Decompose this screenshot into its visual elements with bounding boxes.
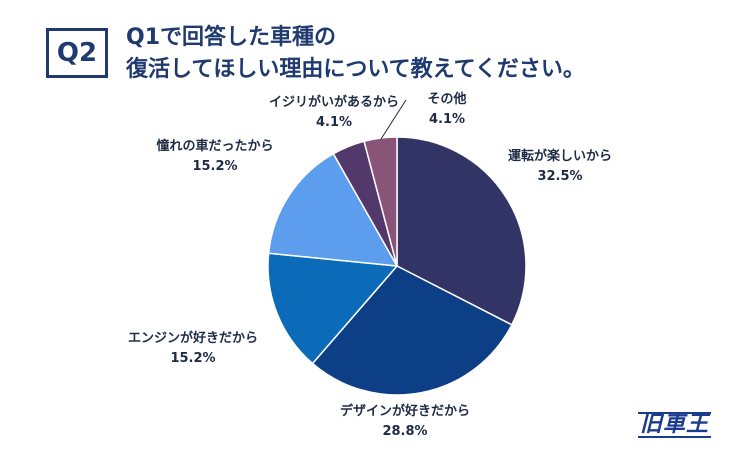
title-line-1: Q1で回答した車種の — [126, 25, 337, 50]
brand-logo: 旧車王 — [638, 412, 712, 438]
slice-label-other: その他 4.1% — [427, 92, 467, 127]
slice-label-driving: 運転が楽しいから 32.5% — [507, 149, 612, 184]
chart-title: Q1で回答した車種の 復活してほしい理由について教えてください。 — [126, 22, 585, 86]
slice-label-design: デザインが好きだから 28.8% — [339, 404, 470, 439]
slice-label-tinkering: イジリがいがあるから 4.1% — [268, 95, 399, 130]
pie-slice-design — [311, 265, 513, 396]
slice-label-engine: エンジンが好きだから 15.2% — [127, 331, 258, 366]
pie-slice-other — [363, 136, 398, 267]
pie-slice-engine — [267, 252, 399, 365]
pie-slice-dream-car — [267, 152, 399, 267]
leader-line-other — [380, 99, 407, 140]
title-line-2: 復活してほしい理由について教えてください。 — [126, 57, 585, 82]
slice-label-dream-car: 憧れの車だったから 15.2% — [156, 139, 274, 174]
pie-slice-driving — [396, 136, 527, 326]
question-badge: Q2 — [46, 28, 108, 78]
